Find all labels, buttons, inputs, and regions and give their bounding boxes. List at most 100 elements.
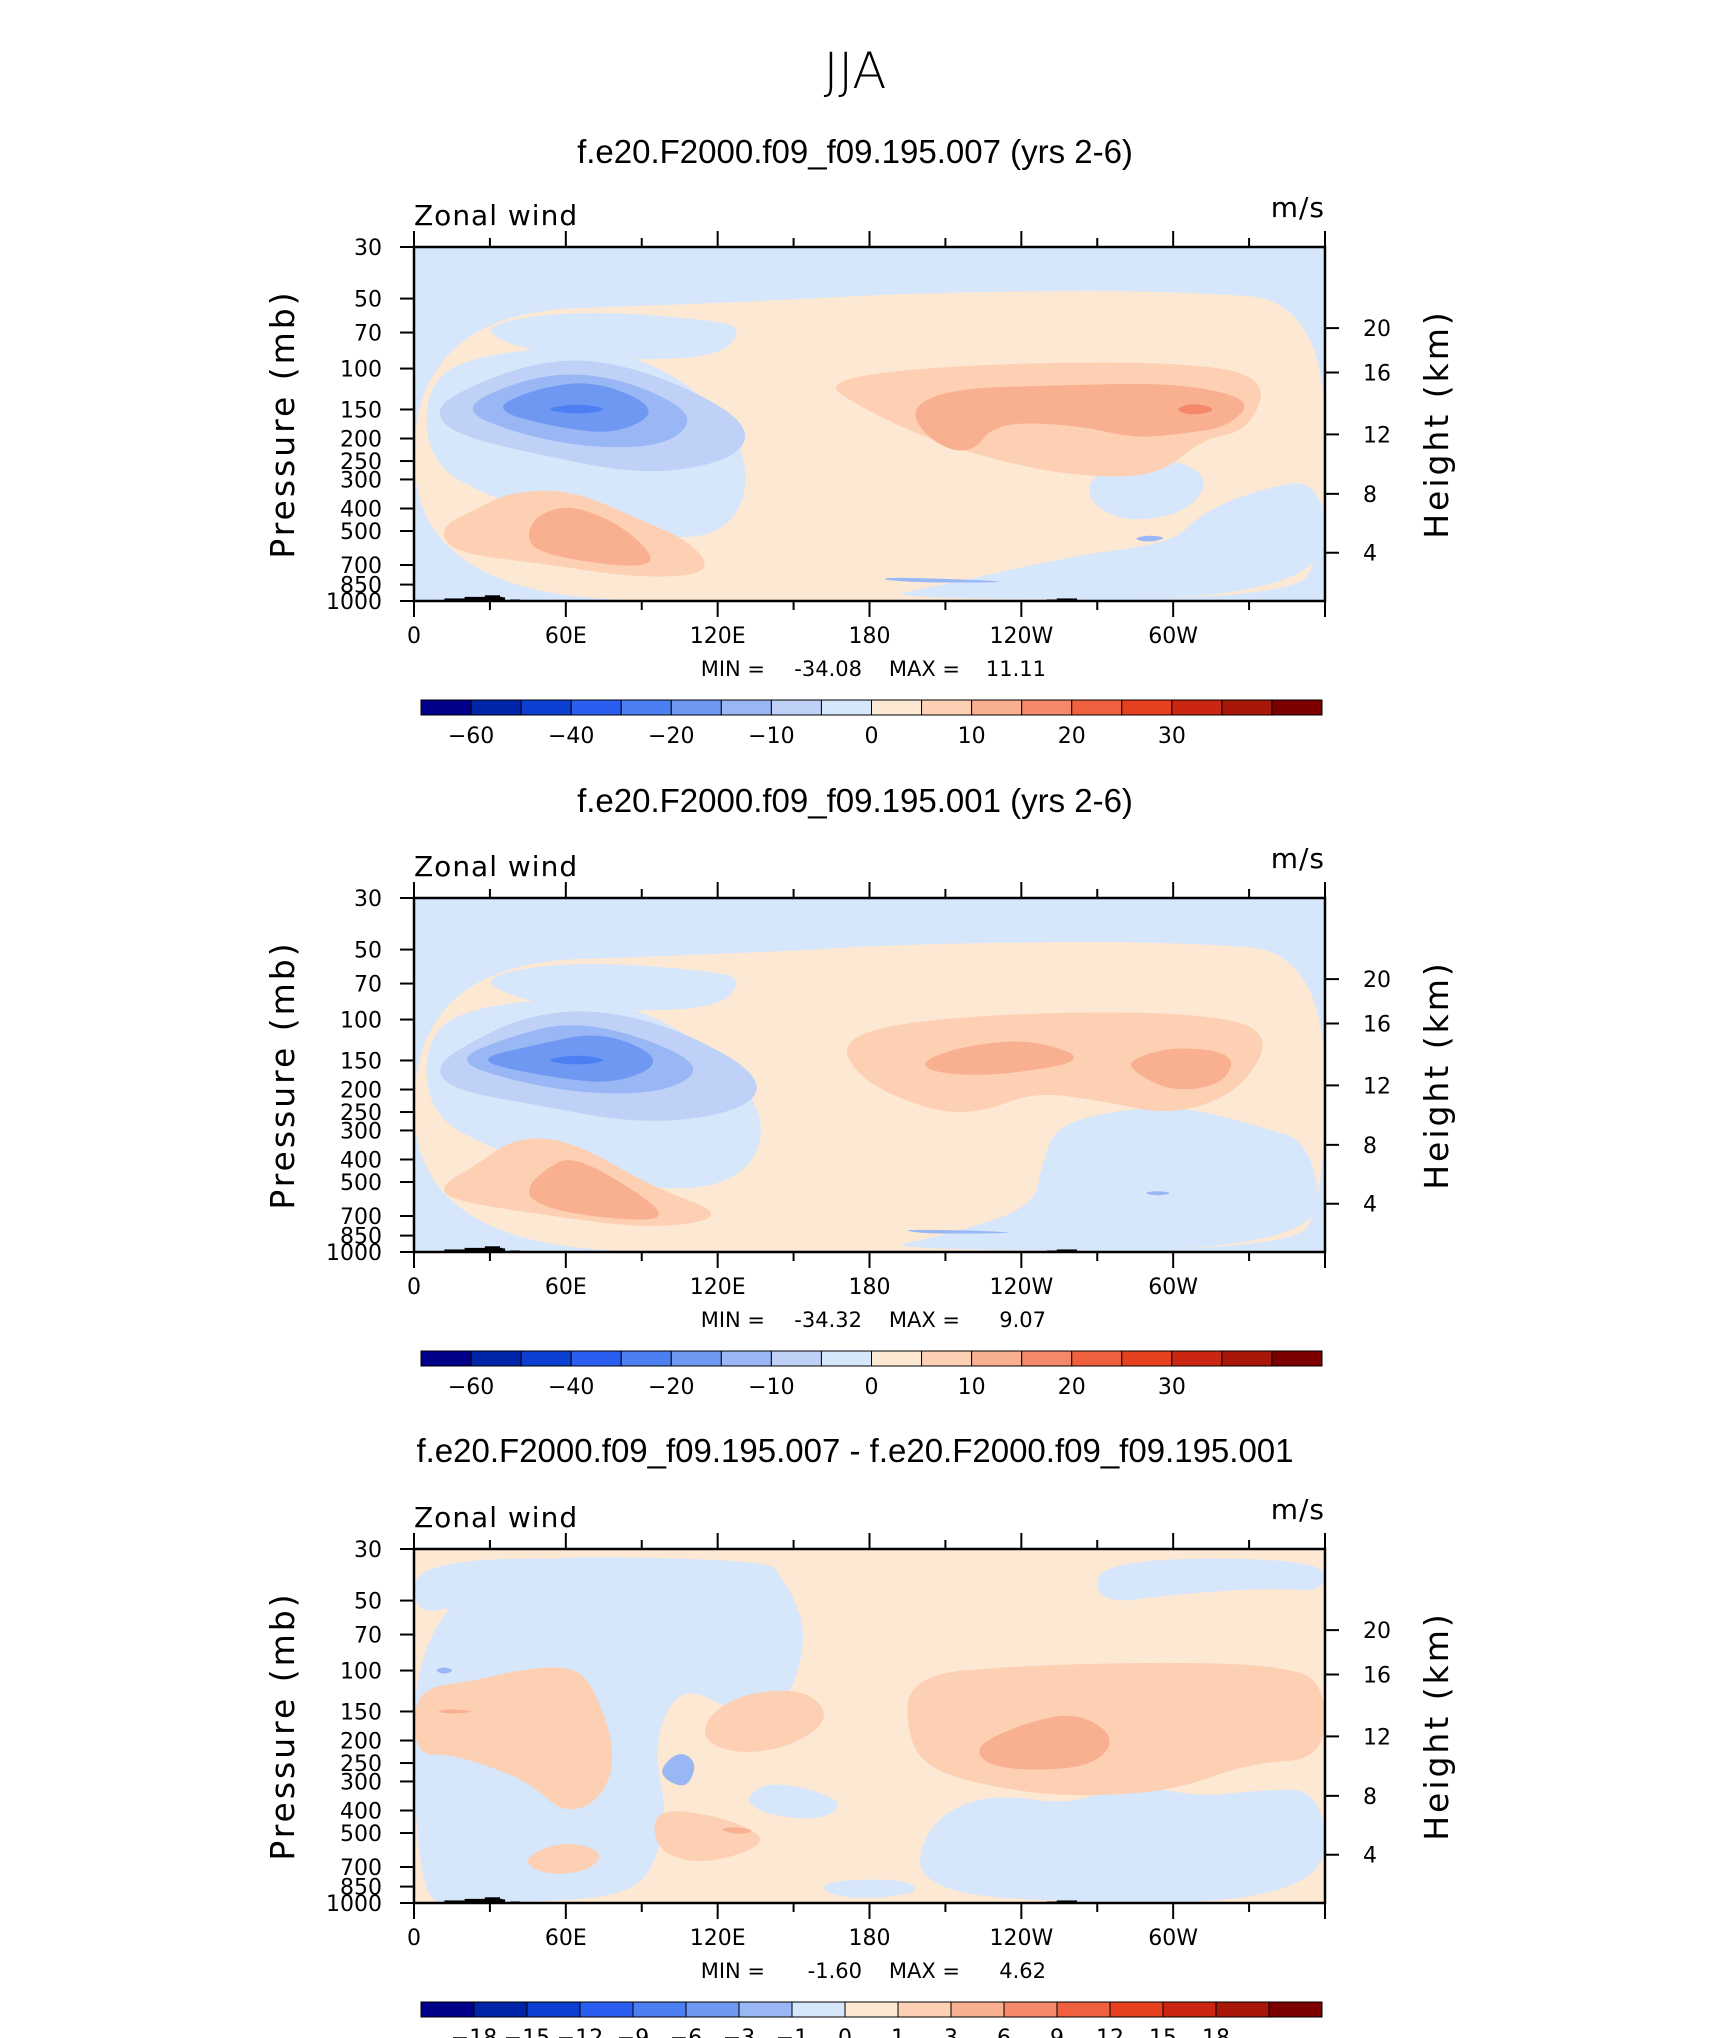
panel-3-y-tick-label: 100 bbox=[340, 1660, 382, 1685]
panel-2-contour-region bbox=[491, 964, 737, 1011]
panel-3-y-tick-label: 700 bbox=[340, 1856, 382, 1881]
panel-1-colorbar-box bbox=[720, 699, 772, 716]
panel-3-topo-block bbox=[1056, 1900, 1078, 1903]
panel-1-x-tick-label: 120E bbox=[690, 624, 746, 649]
panel-2-colorbar-label: 30 bbox=[1158, 1375, 1186, 1400]
panel-3-max-label: MAX = bbox=[889, 1959, 960, 1983]
panel-1-colorbar-box bbox=[1021, 699, 1073, 716]
panel-1-contour-region bbox=[491, 313, 737, 360]
panel-2-min-label: MIN = bbox=[701, 1308, 765, 1332]
panel-1-y-tick-label: 150 bbox=[340, 398, 382, 423]
panel-2-colorbar-box bbox=[470, 1350, 522, 1367]
panel-2-colorbar-box bbox=[1121, 1350, 1173, 1367]
panel-3-y-axis-title: Pressure (mb) bbox=[263, 1591, 302, 1860]
panel-1-contour-region bbox=[1178, 404, 1213, 415]
panel-2-colorbar-box bbox=[921, 1350, 973, 1367]
panel-1-y-tick-label: 100 bbox=[340, 358, 382, 383]
panel-1-y-tick-label: 250 bbox=[340, 450, 382, 475]
panel-3-variable-label: Zonal wind bbox=[414, 1501, 578, 1534]
panel-3-colorbar-box bbox=[791, 2001, 846, 2018]
panel-2-contour-region bbox=[925, 1041, 1075, 1075]
panel-2-colorbar-label: 20 bbox=[1058, 1375, 1086, 1400]
panel-2-topo-block bbox=[464, 1247, 503, 1252]
panel-1-contour-region bbox=[902, 483, 1325, 600]
panel-3-colorbar-box bbox=[844, 2001, 899, 2018]
panel-1-y-tick-label: 700 bbox=[340, 554, 382, 579]
panel-3-colorbar-box bbox=[1162, 2001, 1217, 2018]
panel-2-y-tick-label: 150 bbox=[340, 1049, 382, 1074]
panel-3-contours bbox=[414, 1549, 1325, 1903]
panel-3-contour-region bbox=[527, 1843, 600, 1874]
panel-2-topo-block bbox=[1056, 1249, 1078, 1252]
panel-3-colorbar-label: 12 bbox=[1096, 2026, 1124, 2038]
panel-3-plot: 0 60E 120E 180 120W 60W3050701001502002503004… bbox=[263, 1493, 1456, 2038]
panel-1-max-value: 11.11 bbox=[986, 657, 1046, 681]
panel-2-x-tick-label: 60E bbox=[545, 1275, 587, 1300]
panel-2-colorbar-box bbox=[871, 1350, 923, 1367]
panel-1-colorbar-label: −10 bbox=[748, 724, 794, 749]
panel-2-y-tick-label: 700 bbox=[340, 1205, 382, 1230]
panel-1-colorbar-box bbox=[871, 699, 923, 716]
panel-1-contour-region bbox=[528, 507, 651, 566]
panel-3-colorbar-box bbox=[526, 2001, 581, 2018]
panel-2-contour-region bbox=[1146, 1191, 1170, 1196]
panel-3-x-tick-label: 180 bbox=[849, 1926, 891, 1951]
panel-2-y-tick-label: 500 bbox=[340, 1171, 382, 1196]
panel-1-variable-label: Zonal wind bbox=[414, 199, 578, 232]
panel-2-colorbar-box bbox=[420, 1350, 472, 1367]
panel-1-colorbar-box bbox=[620, 699, 672, 716]
panel-2-contour-region bbox=[907, 1229, 1009, 1234]
panel-1-contour-region bbox=[550, 404, 604, 414]
panel-3-colorbar-box bbox=[473, 2001, 528, 2018]
panel-2-title: f.e20.F2000.f09_f09.195.001 (yrs 2-6) bbox=[577, 782, 1133, 819]
panel-2-colorbar-label: −60 bbox=[448, 1375, 494, 1400]
panel-1-y2-tick-label: 12 bbox=[1363, 423, 1391, 448]
panel-2-topo-block bbox=[484, 1246, 501, 1252]
panel-3-topo-block bbox=[484, 1897, 501, 1903]
panel-1-y-tick-label: 30 bbox=[354, 236, 382, 261]
panel-1-y-tick-label: 400 bbox=[340, 497, 382, 522]
panel-2-x-tick-label: 120E bbox=[690, 1275, 746, 1300]
panel-2-y-tick-label: 200 bbox=[340, 1079, 382, 1104]
panel-1-max-label: MAX = bbox=[889, 657, 960, 681]
panel-2-y2-tick-label: 12 bbox=[1363, 1074, 1391, 1099]
panel-2-y-tick-label: 50 bbox=[354, 939, 382, 964]
panel-3-y-tick-label: 400 bbox=[340, 1799, 382, 1824]
panel-3-contour-region bbox=[1097, 1558, 1325, 1601]
panel-1-units-label: m/s bbox=[1271, 191, 1325, 224]
panel-2-variable-label: Zonal wind bbox=[414, 850, 578, 883]
panel-2-max-value: 9.07 bbox=[999, 1308, 1046, 1332]
panel-3-colorbar-label: 15 bbox=[1149, 2026, 1177, 2038]
panel-1-topo-block bbox=[1056, 598, 1078, 601]
panel-1-colorbar-box bbox=[420, 699, 472, 716]
panel-3-contour-region bbox=[662, 1753, 695, 1786]
panel-3-colorbar-label: 3 bbox=[944, 2026, 958, 2038]
panel-2-x-tick-label: 120W bbox=[989, 1275, 1053, 1300]
panel-3-contour-region bbox=[823, 1879, 916, 1898]
panel-3-colorbar-box bbox=[1109, 2001, 1164, 2018]
panel-3-y2-axis-title: Height (km) bbox=[1417, 1611, 1456, 1841]
panel-2-y2-tick-label: 8 bbox=[1363, 1134, 1377, 1159]
panel-3-colorbar-label: −18 bbox=[451, 2026, 497, 2038]
panel-2-y-tick-label: 70 bbox=[354, 973, 382, 998]
panel-3-colorbar-label: −6 bbox=[670, 2026, 702, 2038]
panel-1-x-tick-label: 0 bbox=[407, 624, 421, 649]
panel-3-colorbar-label: 9 bbox=[1050, 2026, 1064, 2038]
panel-2-colorbar-box bbox=[520, 1350, 572, 1367]
panel-2-colorbar-box bbox=[1271, 1350, 1323, 1367]
panel-3-x-tick-label: 120W bbox=[989, 1926, 1053, 1951]
panel-1-colorbar-label: −40 bbox=[548, 724, 594, 749]
panel-1-y-tick-label: 850 bbox=[340, 574, 382, 599]
panel-1-colorbar: −60 −40 −20 −10 0 10 20 30 bbox=[420, 699, 1323, 749]
panel-3-topo-block bbox=[494, 1899, 506, 1903]
panel-1-colorbar-box bbox=[520, 699, 572, 716]
panel-2-contour-region bbox=[528, 1160, 659, 1220]
panel-1-min-value: -34.08 bbox=[794, 657, 862, 681]
panel-3-colorbar-box bbox=[420, 2001, 475, 2018]
panel-2-y-tick-label: 300 bbox=[340, 1119, 382, 1144]
panel-3-y2-tick-label: 20 bbox=[1363, 1619, 1391, 1644]
panel-1-colorbar-label: 20 bbox=[1058, 724, 1086, 749]
panel-3-y-tick-label: 200 bbox=[340, 1730, 382, 1755]
panel-2-x-tick-label: 60W bbox=[1148, 1275, 1198, 1300]
panel-1-y2-axis-title: Height (km) bbox=[1417, 309, 1456, 539]
